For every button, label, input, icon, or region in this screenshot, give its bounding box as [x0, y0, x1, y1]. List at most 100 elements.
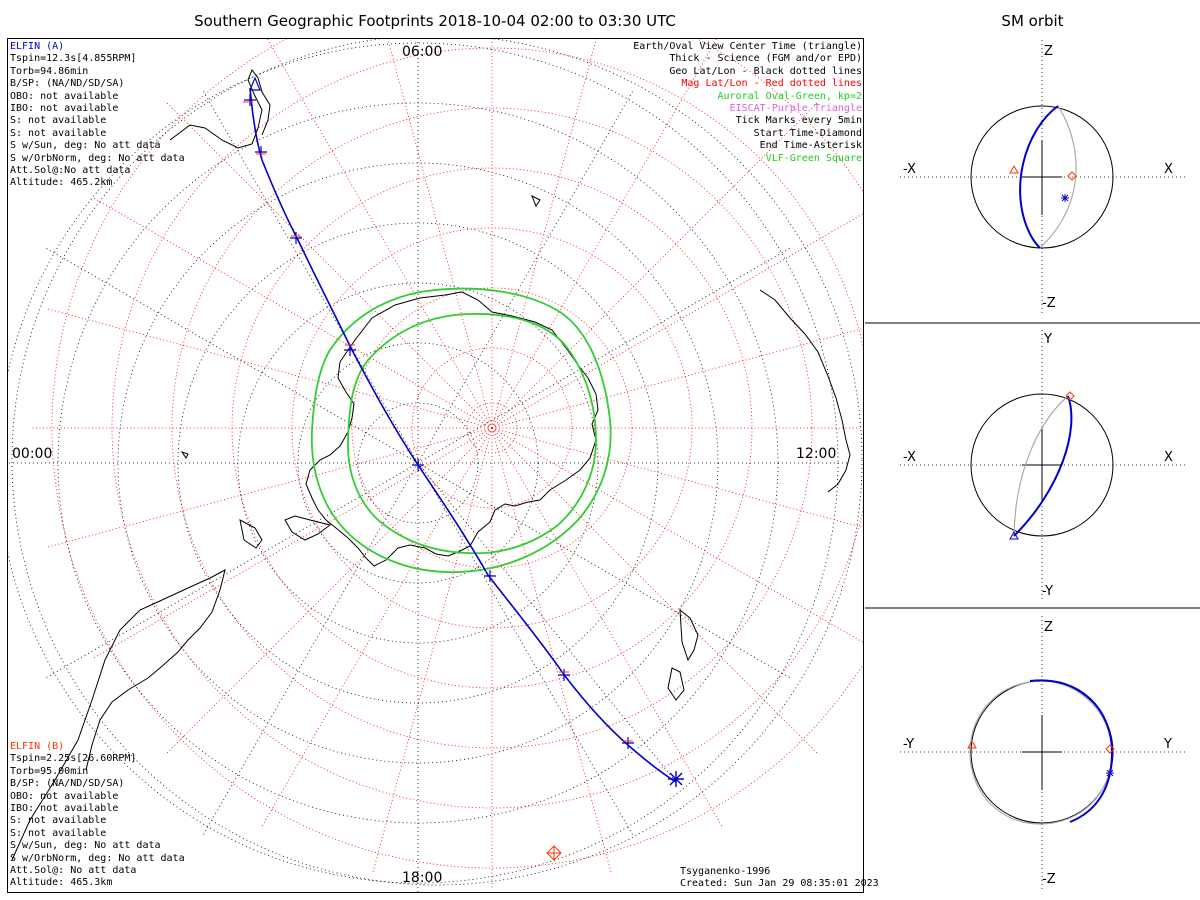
- mag-meridian: [166, 427, 493, 754]
- tick-mark: [484, 570, 496, 582]
- sm-xy-right: X: [1164, 450, 1173, 465]
- new-zealand: [667, 608, 699, 701]
- sm-yz-bottom: -Z: [1042, 872, 1056, 887]
- elfin-a-line: Att.Sol@:No att data: [10, 165, 131, 177]
- auroral-oval-outer: [310, 287, 612, 573]
- elfin-a-line: Tspin=12.3s[4.855RPM]: [10, 53, 137, 65]
- view-center-line: [417, 462, 677, 783]
- sm-yz-top: Z: [1044, 620, 1053, 635]
- legend-mag: Mag Lat/Lon - Red dotted lines: [681, 78, 862, 90]
- elfin-b-info: ELFIN (B) Tspin=2.25s[26.60RPM] Torb=95.…: [10, 741, 185, 890]
- elfin-a-footprint: [249, 87, 677, 783]
- tick-mark: [244, 94, 256, 106]
- mlt-label-bottom: 18:00: [402, 870, 443, 886]
- elfin-b-line: S w/OrbNorm, deg: No att data: [10, 852, 185, 864]
- geo-meridian: [45, 462, 419, 679]
- elfin-a-line: Torb=94.86min: [10, 65, 89, 77]
- elfin-b-line: OBO: not available: [10, 790, 119, 802]
- elfin-a-line: S w/OrbNorm, deg: No att data: [10, 152, 185, 164]
- sm-xz-bottom: -Z: [1042, 296, 1056, 311]
- tierra-del-fuego: [239, 519, 263, 549]
- mag-meridian: [387, 39, 493, 429]
- elfin-b-line: Tspin=2.25s[26.60RPM]: [10, 753, 137, 765]
- africa-coastline: [169, 68, 271, 149]
- elfin-b-line: Torb=95.00min: [10, 765, 89, 777]
- elfin-a-ticks: [244, 94, 634, 749]
- sm-orbit-title: SM orbit: [1001, 12, 1064, 30]
- antarctica-coastline: [305, 291, 599, 567]
- sm-yz-right: Y: [1164, 737, 1172, 752]
- mlt-label-right: 12:00: [796, 446, 837, 462]
- island: [531, 194, 541, 208]
- mlt-label-left: 00:00: [12, 446, 53, 462]
- elfin-b-start-marker: [546, 845, 562, 861]
- elfin-a-line: OBO: not available: [10, 90, 119, 102]
- elfin-b-line: B/SP: (NA/ND/SD/SA): [10, 778, 125, 790]
- elfin-a-info: ELFIN (A) Tspin=12.3s[4.855RPM] Torb=94.…: [10, 41, 185, 190]
- mag-meridian: [47, 308, 493, 429]
- mag-meridian: [266, 39, 493, 429]
- island: [180, 451, 189, 459]
- mag-meridian: [47, 427, 493, 548]
- mag-meridian: [491, 427, 612, 873]
- elfin-a-line: S: not available: [10, 115, 107, 127]
- model-name: Tsyganenko-1996: [680, 866, 771, 877]
- coastlines: [11, 68, 851, 861]
- legend-eiscat: EISCAT-Purple Triangle: [729, 103, 862, 115]
- plot-title: Southern Geographic Footprints 2018-10-0…: [194, 12, 676, 30]
- mag-meridian: [166, 102, 493, 429]
- mag-meridian: [491, 39, 597, 429]
- elfin-b-line: IBO: not available: [10, 803, 119, 815]
- sm-xy-left: -X: [903, 450, 916, 465]
- elfin-b-line: S w/Sun, deg: No att data: [10, 840, 161, 852]
- mag-meridian: [372, 427, 493, 873]
- elfin-a-line: S: not available: [10, 127, 107, 139]
- legend: Earth/Oval View Center Time (triangle) T…: [633, 41, 862, 165]
- sm-xz-top: Z: [1044, 44, 1053, 59]
- geo-meridian: [45, 247, 419, 464]
- mag-lat-circle: [411, 347, 573, 509]
- legend-start: Start Time-Diamond: [753, 127, 862, 139]
- antarctic-peninsula: [284, 515, 332, 541]
- sm-panel-yz: [900, 616, 1185, 890]
- legend-ticks: Tick Marks every 5min: [735, 115, 862, 127]
- credits: Tsyganenko-1996 Created: Sun Jan 29 08:3…: [680, 866, 879, 891]
- mag-meridian: [491, 213, 863, 429]
- mag-grid: [32, 39, 863, 888]
- sm-panel-xz: [900, 40, 1185, 315]
- mag-meridian: [93, 197, 493, 429]
- legend-vlf: VLF-Green Square: [765, 152, 862, 164]
- view-center-triangle: [249, 76, 261, 91]
- tick-mark: [344, 344, 356, 356]
- mag-lat-circle: [171, 107, 813, 749]
- end-time-asterisk: [668, 771, 684, 787]
- mag-meridian: [491, 427, 863, 528]
- tick-mark: [622, 737, 634, 749]
- auroral-oval: [310, 287, 612, 573]
- elfin-a-line: B/SP: (NA/ND/SD/SA): [10, 78, 125, 90]
- geo-meridian: [417, 90, 634, 464]
- elfin-b-line: Altitude: 465.3km: [10, 877, 113, 889]
- horizon-circle: [11, 39, 863, 886]
- south-america-coastline: [11, 569, 226, 861]
- elfin-b-ticks: [243, 101, 633, 742]
- elfin-b-line: Att.Sol@: No att data: [10, 865, 137, 877]
- sm-xy-top: Y: [1044, 332, 1052, 347]
- geo-grid: [8, 39, 848, 892]
- tick-mark: [290, 232, 302, 244]
- mlt-label-top: 06:00: [402, 44, 443, 60]
- sm-xy-bottom: -Y: [1042, 584, 1054, 599]
- sm-xz-left: -X: [903, 162, 916, 177]
- geo-meridian: [417, 247, 791, 464]
- sm-xz-right: X: [1164, 162, 1173, 177]
- mag-meridian: [261, 427, 493, 827]
- elfin-a-header: ELFIN (A): [10, 41, 65, 52]
- created-timestamp: Created: Sun Jan 29 08:35:01 2023: [680, 878, 879, 890]
- tick-mark: [558, 669, 570, 681]
- geo-meridian: [202, 462, 419, 836]
- elfin-b-line: S: not available: [10, 815, 107, 827]
- mag-meridian: [491, 427, 818, 754]
- tick-mark: [412, 459, 424, 471]
- sm-panel-xy: [900, 330, 1185, 600]
- geo-meridian: [417, 462, 634, 836]
